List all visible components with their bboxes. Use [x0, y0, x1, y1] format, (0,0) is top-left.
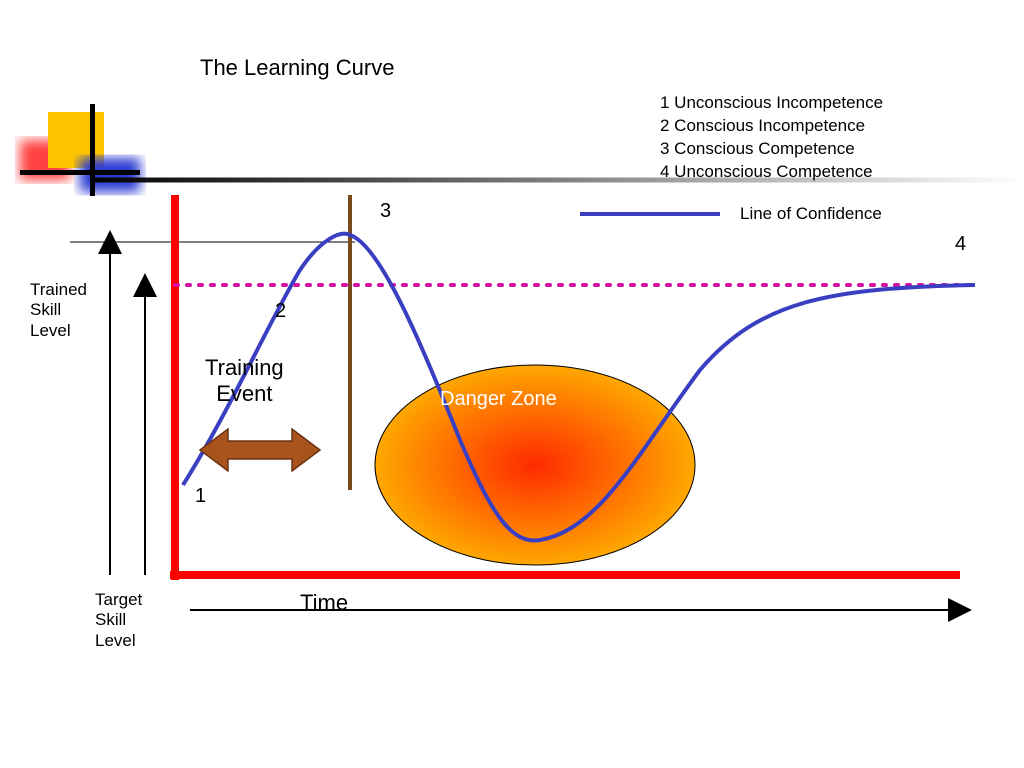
header-divider	[90, 178, 1024, 183]
diagram-title: The Learning Curve	[200, 55, 394, 81]
legend-item: 2 Conscious Incompetence	[660, 115, 883, 138]
x-axis-label: Time	[300, 590, 348, 616]
legend-item: 3 Conscious Competence	[660, 138, 883, 161]
trained-skill-label: Trained Skill Level	[30, 280, 87, 341]
target-skill-label: Target Skill Level	[95, 590, 142, 651]
stage-number-2: 2	[275, 300, 286, 323]
stage-number-4: 4	[955, 233, 966, 256]
danger-zone-label: Danger Zone	[440, 388, 557, 411]
stages-legend: 1 Unconscious Incompetence 2 Conscious I…	[660, 92, 883, 184]
confidence-legend-label: Line of Confidence	[740, 204, 882, 224]
stage-number-1: 1	[195, 485, 206, 508]
training-event-arrow	[200, 429, 320, 471]
legend-item: 1 Unconscious Incompetence	[660, 92, 883, 115]
training-event-label: Training Event	[205, 355, 284, 408]
stage-number-3: 3	[380, 200, 391, 223]
legend-item: 4 Unconscious Competence	[660, 161, 883, 184]
